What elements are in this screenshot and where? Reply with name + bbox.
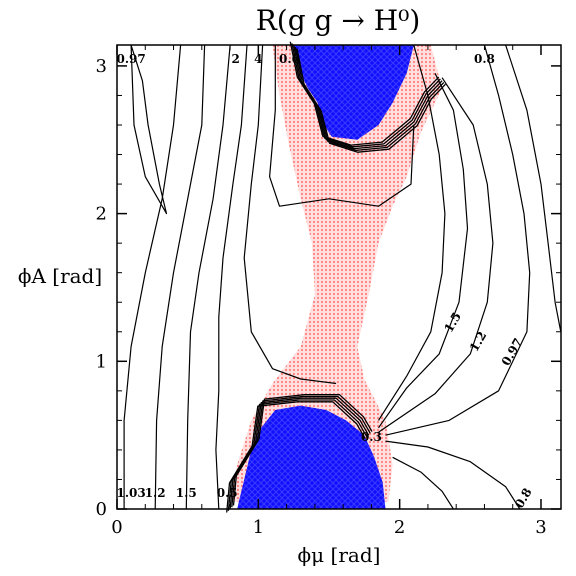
contour-label: 0.8 [474, 52, 495, 66]
contour-1.2-right [378, 73, 469, 429]
contour-label: 1.2 [145, 486, 166, 500]
x-tick-label: 0 [111, 517, 122, 538]
contour-label: 1.5 [176, 486, 197, 500]
contour-label: 2 [232, 52, 240, 66]
contour-label: 1.5 [441, 310, 464, 335]
contour-label: 1.03 [117, 486, 146, 500]
y-tick-label: 1 [96, 351, 107, 372]
plot-frame [116, 44, 562, 510]
x-tick-label: 3 [535, 517, 546, 538]
y-tick-label: 3 [96, 56, 107, 77]
contour-0.3-bottom [392, 456, 454, 510]
contour-mid [269, 45, 415, 207]
contour-label: 4 [254, 52, 262, 66]
chart-title: R(g g → H⁰) [256, 4, 421, 37]
contour-2 [215, 45, 248, 510]
contour-4 [243, 45, 337, 385]
x-tick-label: 2 [394, 517, 405, 538]
contour-label: 0.97 [117, 52, 146, 66]
contour-0.8-bottom [385, 440, 521, 510]
contour-labels: 0.97 2 4 0.6 0.81.51.2 0.970.31.031.2 1.5 0.5 0.… [117, 52, 535, 511]
contour-label: 0.8 [512, 486, 535, 511]
allowed-points-region [230, 45, 443, 502]
x-tick-label: 1 [253, 517, 264, 538]
contour-lines [123, 41, 562, 513]
excluded-points-bottom [237, 405, 386, 509]
y-tick-label: 0 [96, 499, 107, 520]
contour-1.5-right [377, 45, 446, 421]
axis-ticks: 0 1 2 3 0 1 2 3 [96, 45, 561, 538]
contour-0.8-right [385, 45, 531, 436]
contour-label: 0.3 [361, 430, 382, 444]
scatter-regions [230, 45, 443, 509]
contour-0.97-right [378, 77, 494, 433]
y-axis-label: ϕA [rad] [18, 264, 102, 288]
y-tick-label: 2 [96, 204, 107, 225]
contour-outer-right [505, 45, 562, 332]
contour-boundary-bottom [232, 394, 373, 506]
excluded-points-top [293, 45, 414, 140]
contour-1.2 [154, 45, 206, 510]
contour-label: 0.97 [499, 336, 526, 368]
contour-1.5 [185, 45, 231, 510]
contour-0.97 [130, 45, 168, 215]
contour-boundary-top [296, 48, 446, 153]
contour-1.03 [123, 45, 182, 509]
contour-label: 0.5 [217, 486, 238, 500]
contour-label: 0.6 [279, 52, 300, 66]
x-axis-label: ϕμ [rad] [298, 543, 381, 567]
contour-label: 1.2 [467, 329, 490, 354]
